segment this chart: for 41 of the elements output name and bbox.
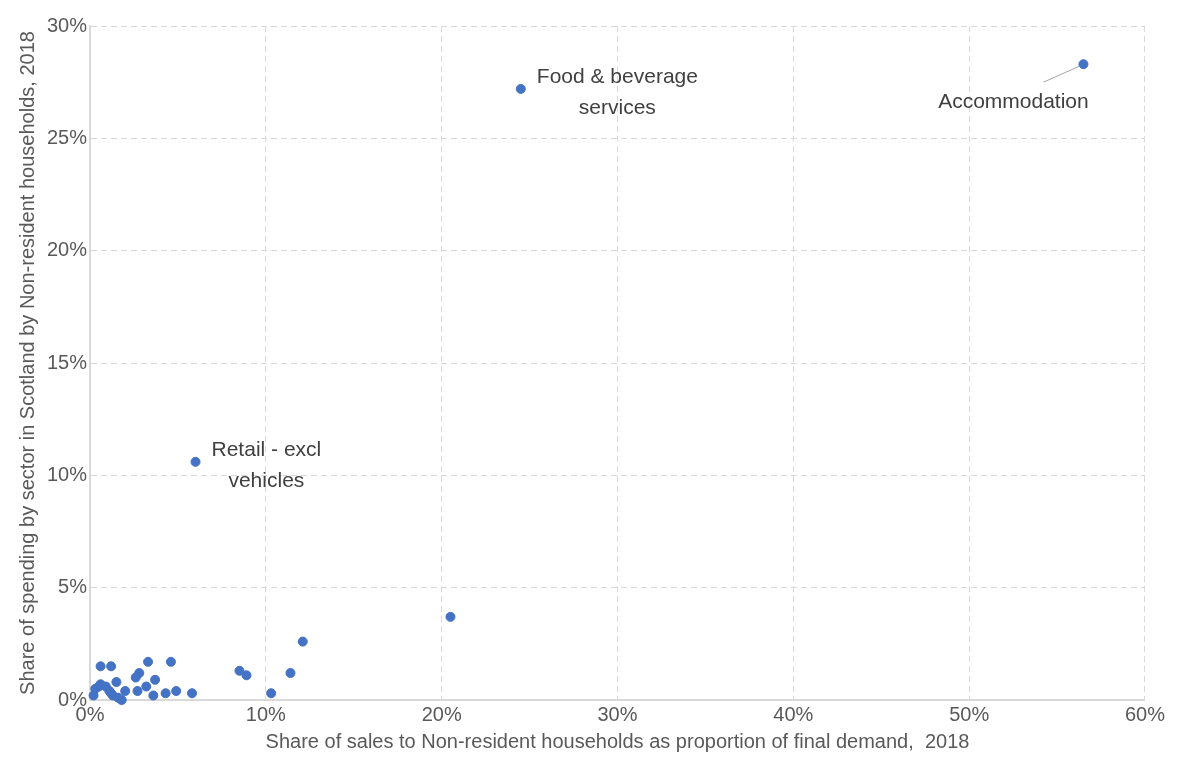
annotation: Food & beverage services — [536, 63, 698, 118]
point — [141, 681, 152, 692]
y-tick-label: 30% — [47, 13, 88, 36]
point — [106, 661, 117, 672]
x-tick-label: 60% — [1124, 702, 1166, 725]
point — [95, 661, 106, 672]
point — [165, 656, 176, 667]
point — [1078, 59, 1089, 70]
x-tick-label: 40% — [773, 702, 814, 725]
annotation: Accommodation — [938, 88, 1089, 112]
point — [297, 636, 308, 647]
point — [150, 674, 161, 685]
point — [171, 686, 182, 697]
point — [88, 690, 99, 701]
annotation: Retail - excl vehicles — [211, 436, 322, 491]
point — [190, 456, 201, 467]
y-axis-title: Share of spending by sector in Scotland by Non-resident households, 2018 — [15, 31, 38, 695]
point — [148, 690, 159, 701]
point — [445, 611, 456, 622]
x-tick-label: 50% — [949, 702, 990, 725]
point — [234, 665, 245, 676]
y-tick-label: 5% — [58, 575, 88, 598]
point — [111, 677, 122, 688]
x-axis-title: Share of sales to Non-resident households as proportion of final demand, 2018 — [265, 729, 970, 752]
point — [143, 656, 154, 667]
point — [160, 688, 171, 699]
point — [187, 688, 198, 699]
point — [285, 668, 296, 679]
point — [120, 686, 131, 697]
point — [130, 672, 141, 683]
y-tick-label: 15% — [47, 350, 88, 373]
x-tick-label: 30% — [597, 702, 638, 725]
y-tick-label: 10% — [47, 462, 88, 485]
y-tick-label: 25% — [47, 125, 88, 148]
x-tick-label: 10% — [245, 702, 287, 725]
point — [515, 83, 526, 94]
point — [241, 670, 252, 681]
point — [132, 686, 143, 697]
y-tick-label: 20% — [47, 238, 88, 261]
x-tick-label: 20% — [421, 702, 462, 725]
point — [266, 688, 277, 699]
